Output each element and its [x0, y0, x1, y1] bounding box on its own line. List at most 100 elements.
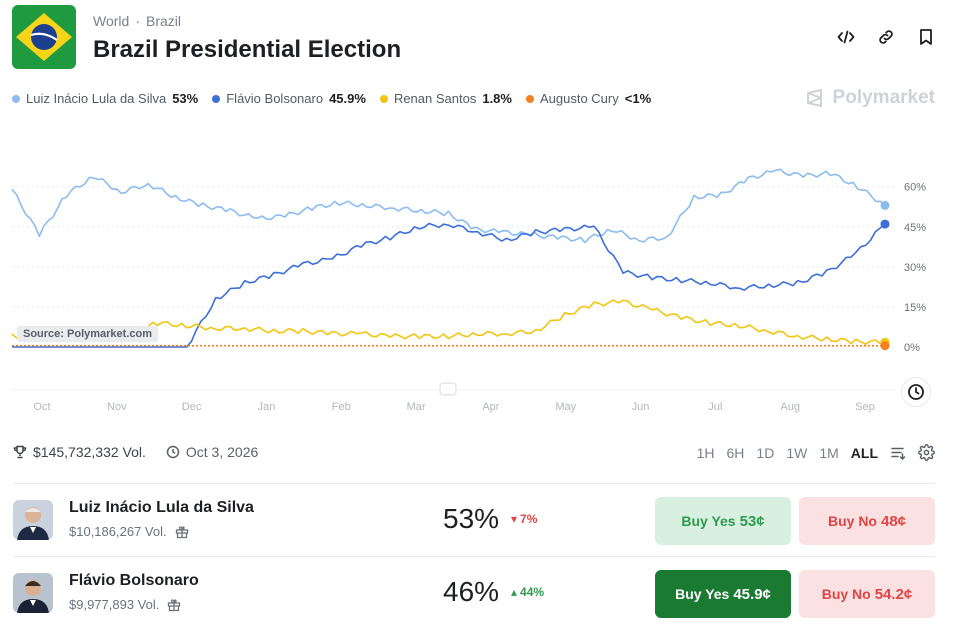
- series-line: [12, 222, 886, 348]
- legend-swatch: [379, 94, 388, 103]
- buy-no-price: 48¢: [880, 512, 907, 530]
- outcome-percent: 46%: [443, 576, 500, 607]
- gift-icon[interactable]: [175, 525, 189, 539]
- x-tick-label: Jul: [708, 401, 722, 413]
- x-tick-label: Jan: [258, 401, 276, 413]
- legend-value: 53%: [172, 91, 199, 106]
- outcome-percent: 53%: [443, 503, 500, 534]
- brand-name: Polymarket: [832, 87, 935, 108]
- embed-icon[interactable]: [835, 26, 857, 48]
- brazil-flag-image: [12, 5, 76, 69]
- breadcrumb: World · Brazil: [93, 13, 181, 29]
- avatar: [13, 500, 53, 540]
- y-tick-label: 30%: [904, 262, 926, 274]
- y-tick-label: 0%: [904, 342, 920, 354]
- change-value: 7%: [520, 512, 538, 526]
- legend-item-lula[interactable]: Luiz Inácio Lula da Silva 53%: [12, 91, 198, 106]
- gift-icon[interactable]: [167, 598, 181, 612]
- buy-yes-label: Buy Yes: [681, 513, 736, 529]
- x-tick-label: Feb: [332, 401, 351, 413]
- link-icon[interactable]: [875, 26, 897, 48]
- x-tick-label: Sep: [855, 401, 875, 413]
- volume-stat: $145,732,332 Vol.: [13, 444, 146, 460]
- outcome-volume: $9,977,893 Vol.: [69, 597, 181, 612]
- y-tick-label: 15%: [904, 302, 926, 314]
- series-line: [11, 168, 886, 244]
- trophy-icon: [13, 445, 27, 459]
- divider: [13, 556, 935, 557]
- buy-no-button[interactable]: Buy No 48¢: [799, 497, 935, 545]
- total-volume: $145,732,332 Vol.: [33, 444, 146, 460]
- range-1m[interactable]: 1M: [819, 444, 839, 461]
- time-range-selector: 1H 6H 1D 1W 1M ALL: [697, 444, 935, 461]
- chart-drag-handle[interactable]: [439, 382, 457, 396]
- range-1d[interactable]: 1D: [756, 444, 775, 461]
- buy-no-label: Buy No: [827, 513, 877, 529]
- change-down: ▾ 7%: [511, 512, 537, 526]
- buy-yes-button[interactable]: Buy Yes 53¢: [655, 497, 791, 545]
- down-arrow-icon: ▾: [511, 512, 518, 526]
- range-1w[interactable]: 1W: [786, 444, 808, 461]
- breadcrumb-world[interactable]: World: [93, 13, 130, 29]
- range-6h[interactable]: 6H: [726, 444, 745, 461]
- outcome-name: Flávio Bolsonaro: [69, 572, 199, 589]
- outcome-row-lula[interactable]: Luiz Inácio Lula da Silva $10,186,267 Vo…: [13, 484, 935, 554]
- outcome-name: Luiz Inácio Lula da Silva: [69, 499, 254, 516]
- clock-icon: [166, 445, 180, 459]
- legend-swatch: [12, 94, 20, 103]
- legend-item-santos[interactable]: Renan Santos 1.8%: [379, 91, 512, 106]
- up-arrow-icon: ▴: [511, 585, 518, 599]
- change-value: 44%: [520, 585, 545, 599]
- range-1h[interactable]: 1H: [696, 444, 715, 461]
- outcome-row-bolsonaro[interactable]: Flávio Bolsonaro $9,977,893 Vol. 46% ▴ 4…: [13, 557, 935, 624]
- x-tick-label: Aug: [780, 401, 800, 413]
- series-endpoint: [880, 200, 890, 210]
- range-all[interactable]: ALL: [850, 444, 878, 461]
- outcome-volume-label: $10,186,267 Vol.: [69, 524, 167, 539]
- series-endpoint: [880, 341, 890, 351]
- polymarket-icon: [806, 89, 822, 107]
- x-tick-label: Mar: [407, 401, 426, 413]
- outcome-volume-label: $9,977,893 Vol.: [69, 597, 160, 612]
- legend-value: 1.8%: [482, 91, 512, 106]
- divider: [13, 483, 935, 484]
- chart-legend: Luiz Inácio Lula da Silva 53% Flávio Bols…: [12, 91, 651, 106]
- filter-lines-icon[interactable]: [890, 445, 906, 461]
- legend-value: <1%: [624, 91, 652, 106]
- buy-no-label: Buy No: [821, 586, 871, 602]
- clock-icon: [908, 384, 924, 400]
- x-tick-label: Nov: [107, 401, 127, 413]
- x-tick-label: May: [555, 401, 576, 413]
- x-tick-label: Dec: [182, 401, 202, 413]
- outcome-volume: $10,186,267 Vol.: [69, 524, 189, 539]
- buy-yes-button[interactable]: Buy Yes 45.9¢: [655, 570, 791, 618]
- breadcrumb-brazil[interactable]: Brazil: [145, 13, 181, 29]
- legend-swatch: [525, 94, 534, 103]
- market-meta: $145,732,332 Vol. Oct 3, 2026: [13, 444, 258, 460]
- legend-label: Flávio Bolsonaro: [226, 91, 324, 106]
- legend-item-cury[interactable]: Augusto Cury <1%: [525, 91, 652, 106]
- change-up: ▴ 44%: [511, 585, 544, 599]
- y-tick-label: 60%: [904, 182, 926, 194]
- end-date-label: Oct 3, 2026: [185, 444, 259, 460]
- x-tick-label: Jun: [632, 401, 650, 413]
- settings-gear-icon[interactable]: [918, 444, 935, 461]
- y-tick-label: 45%: [904, 222, 926, 234]
- x-tick-label: Oct: [33, 401, 50, 413]
- price-history-chart[interactable]: 60% 45% 30% 15% 0% Oct Nov Dec Jan Feb Mar Apr May Ju…: [0, 150, 957, 420]
- legend-swatch: [212, 94, 221, 103]
- avatar: [13, 573, 53, 613]
- history-clock-button[interactable]: [901, 377, 931, 407]
- legend-label: Augusto Cury: [539, 91, 619, 106]
- buy-no-button[interactable]: Buy No 54.2¢: [799, 570, 935, 618]
- bookmark-icon[interactable]: [915, 26, 937, 48]
- legend-item-bolsonaro[interactable]: Flávio Bolsonaro 45.9%: [212, 91, 366, 106]
- series-line: [11, 299, 886, 345]
- end-date: Oct 3, 2026: [166, 444, 258, 460]
- buy-yes-price: 53¢: [739, 512, 765, 530]
- legend-label: Renan Santos: [393, 91, 477, 106]
- source-label: Source: Polymarket.com: [17, 326, 158, 342]
- legend-label: Luiz Inácio Lula da Silva: [26, 91, 167, 106]
- x-tick-label: Apr: [482, 401, 499, 413]
- buy-yes-label: Buy Yes: [675, 586, 730, 602]
